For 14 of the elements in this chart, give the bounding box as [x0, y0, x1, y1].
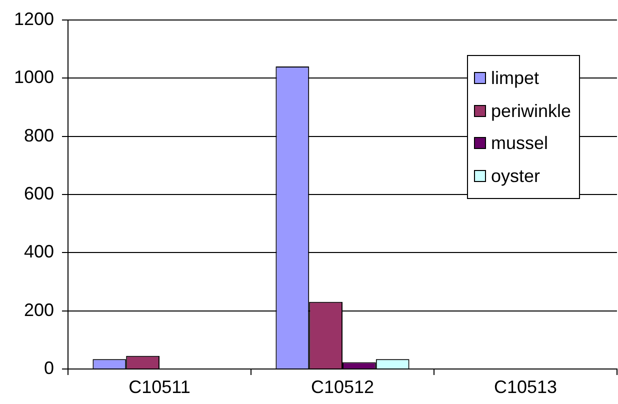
y-tick-label: 200	[24, 300, 54, 320]
y-tick-label: 800	[24, 125, 54, 146]
y-tick-label: 1000	[14, 67, 54, 88]
legend-label: oyster	[490, 164, 540, 188]
y-tick-label: 400	[24, 242, 54, 262]
legend-label: mussel	[490, 132, 548, 156]
y-tick-label: 1200	[14, 8, 54, 29]
y-tick-label: 0	[44, 358, 54, 378]
x-tick-label: C10512	[310, 376, 374, 397]
x-tick-label: C10511	[128, 376, 190, 397]
legend-label: limpet	[490, 67, 539, 90]
x-tick-label: C10513	[494, 376, 558, 397]
y-tick-label: 600	[24, 183, 54, 204]
legend-label: periwinkle	[490, 100, 571, 123]
